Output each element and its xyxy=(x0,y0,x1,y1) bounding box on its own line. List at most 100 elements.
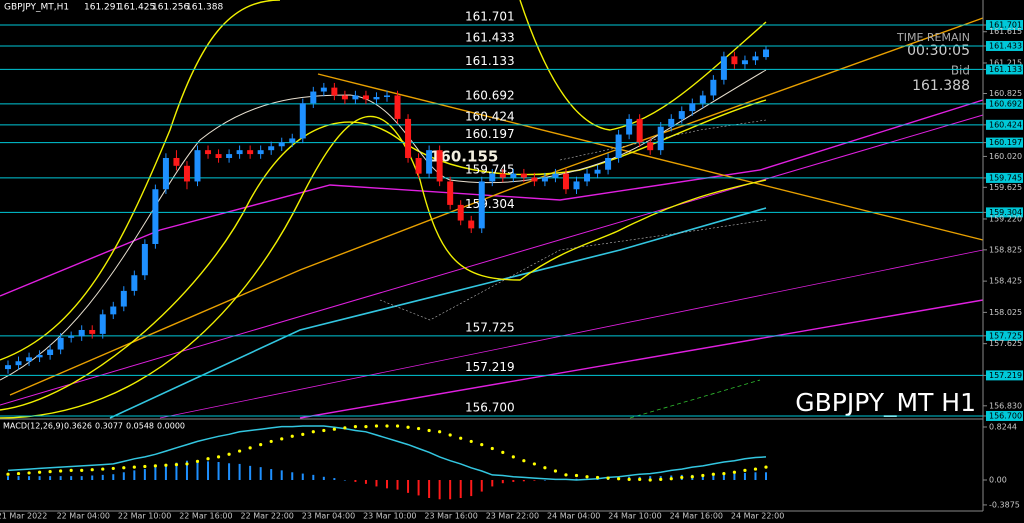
watermark: GBPJPY_MT H1 xyxy=(795,388,976,417)
macd-histogram-bar xyxy=(407,480,410,493)
macd-signal-dot xyxy=(480,443,484,447)
macd-histogram-bar xyxy=(91,475,94,481)
trend-line xyxy=(159,249,984,419)
candle-body xyxy=(436,150,443,182)
y-tick-label: 161.133 xyxy=(989,65,1022,74)
macd-histogram-bar xyxy=(196,460,199,481)
macd-histogram-bar xyxy=(17,476,20,481)
y-tick-label: 159.220 xyxy=(989,214,1022,223)
macd-signal-dot xyxy=(459,436,463,440)
macd-main-line xyxy=(7,425,767,481)
macd-histogram-bar xyxy=(217,461,220,481)
macd-histogram-bar xyxy=(28,476,31,481)
macd-histogram-bar xyxy=(249,465,252,481)
macd-signal-dot xyxy=(448,433,452,437)
macd-signal-dot xyxy=(680,475,684,480)
level-tag xyxy=(986,207,1023,218)
macd-signal-dot xyxy=(164,463,168,467)
macd-signal-dot xyxy=(174,462,179,467)
trend-line xyxy=(9,17,984,396)
level-label: 161.133 xyxy=(465,54,515,68)
macd-histogram-bar xyxy=(533,480,536,481)
macd-histogram-bar xyxy=(733,472,736,481)
macd-signal-dot xyxy=(69,468,73,472)
macd-signal-dot xyxy=(364,425,368,429)
macd-signal-dot xyxy=(564,473,568,477)
x-tick-label: 22 Mar 16:00 xyxy=(179,512,232,521)
macd-histogram-bar xyxy=(59,476,62,481)
candle-body xyxy=(615,134,622,158)
candle-body xyxy=(89,329,96,334)
macd-readout: 0.0000 xyxy=(157,422,185,431)
candle-body xyxy=(752,56,759,61)
macd-signal-dot xyxy=(101,467,105,471)
macd-histogram-bar xyxy=(164,464,167,481)
macd-readout: 0.3626 xyxy=(64,422,92,431)
candle-body xyxy=(205,150,212,155)
candle-body xyxy=(373,97,380,100)
macd-signal-dot xyxy=(322,428,326,433)
macd-signal-dot xyxy=(353,425,358,429)
candle-body xyxy=(299,103,306,139)
bollinger-middle xyxy=(0,99,767,411)
candle-body xyxy=(78,329,85,337)
y-tick-label: 161.701 xyxy=(989,21,1022,30)
candle-body xyxy=(541,177,548,182)
macd-readout: 0.3077 xyxy=(95,422,123,431)
candle-body xyxy=(520,173,527,178)
macd-histogram-bar xyxy=(122,472,125,481)
macd-signal-dot xyxy=(48,470,52,474)
level-label: 160.692 xyxy=(465,88,515,102)
open: 161.291 xyxy=(84,3,121,13)
y-tick-label: 157.725 xyxy=(989,331,1022,340)
candle-body xyxy=(478,181,485,229)
macd-signal-dot xyxy=(711,472,715,476)
candle-body xyxy=(531,177,538,182)
macd-histogram-bar xyxy=(133,470,136,481)
candle-body xyxy=(310,91,317,104)
level-tag xyxy=(986,410,1023,421)
macd-histogram-bar xyxy=(280,470,283,481)
macd-signal-dot xyxy=(195,459,200,463)
candle-body xyxy=(678,111,685,119)
level-label: 159.304 xyxy=(465,197,515,211)
candle-body xyxy=(26,357,33,362)
candle-body xyxy=(499,173,506,178)
candle-body xyxy=(236,150,243,155)
candle-body xyxy=(510,173,517,178)
candle-body xyxy=(173,157,180,166)
macd-histogram-bar xyxy=(49,476,52,481)
macd-signal-dot xyxy=(311,430,315,434)
macd-histogram-bar xyxy=(438,480,441,500)
macd-histogram-bar xyxy=(228,463,231,481)
macd-histogram-bar xyxy=(270,469,273,481)
level-tag xyxy=(986,370,1023,381)
level-tag xyxy=(986,330,1023,341)
macd-signal-dot xyxy=(80,468,84,472)
candle-body xyxy=(763,49,769,58)
macd-histogram-bar xyxy=(7,476,9,481)
y-tick-label: 157.219 xyxy=(989,371,1022,380)
candle-body xyxy=(584,173,591,182)
macd-signal-dot xyxy=(27,471,31,475)
macd-signal-dot xyxy=(543,466,547,470)
candle-body xyxy=(57,337,64,350)
close: 161.388 xyxy=(186,3,223,13)
current-price-label: 160.155 xyxy=(430,148,498,166)
macd-signal-dot xyxy=(132,465,136,469)
macd-histogram-bar xyxy=(417,480,420,496)
candle-body xyxy=(405,118,412,158)
macd-signal-dot xyxy=(332,427,336,431)
candle-body xyxy=(362,95,369,100)
macd-signal-dot xyxy=(143,464,147,469)
macd-signal-dot xyxy=(764,465,768,469)
macd-signal-dot xyxy=(406,425,410,429)
x-tick-label: 23 Mar 04:00 xyxy=(302,512,355,521)
candle-body xyxy=(331,87,338,96)
candle-body xyxy=(268,146,275,151)
macd-signal-dot xyxy=(722,471,726,476)
macd-histogram-bar xyxy=(375,480,378,487)
candle-body xyxy=(447,181,454,205)
macd-signal-dot xyxy=(511,455,515,459)
